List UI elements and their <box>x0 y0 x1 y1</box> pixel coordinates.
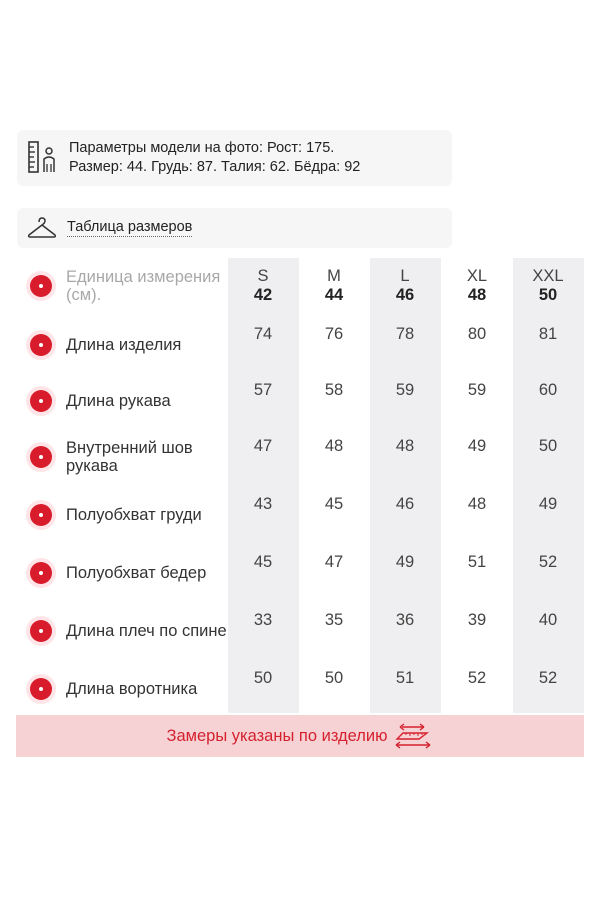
size-header-xl: XL 48 <box>442 267 512 305</box>
table-cell: 51 <box>395 669 415 687</box>
table-cell: 76 <box>324 325 344 343</box>
table-cell: 49 <box>395 553 415 571</box>
table-cell: 49 <box>538 495 558 513</box>
table-cell: 59 <box>467 381 487 399</box>
model-params-box: Параметры модели на фото: Рост: 175. Раз… <box>17 130 452 186</box>
size-number: 50 <box>538 286 558 304</box>
row-label-1: Длина изделия <box>20 325 230 373</box>
table-cell: 50 <box>538 437 558 455</box>
table-cell: 52 <box>467 669 487 687</box>
column-bg-s <box>228 258 299 713</box>
size-header-xxl: XXL 50 <box>513 267 583 305</box>
measurement-label: Длина рукава <box>66 391 171 410</box>
table-cell: 59 <box>395 381 415 399</box>
table-cell: 40 <box>538 611 558 629</box>
model-params-line-2: Размер: 44. Грудь: 87. Талия: 62. Бёдра:… <box>69 159 361 175</box>
unit-label: Единица измерения (см). <box>66 267 221 305</box>
red-dot-icon <box>26 500 56 530</box>
table-cell: 49 <box>467 437 487 455</box>
size-table-link[interactable]: Таблица размеров <box>67 219 193 237</box>
ruler-person-icon <box>28 141 55 173</box>
size-letter: XL <box>466 267 488 285</box>
measurement-label: Внутренний шов рукава <box>66 438 193 476</box>
row-label-2: Длина рукава <box>20 381 230 429</box>
table-cell: 57 <box>253 381 273 399</box>
row-label-5: Полуобхват бедер <box>20 553 230 601</box>
model-params-text: Параметры модели на фото: Рост: 175. Раз… <box>69 139 360 177</box>
size-letter: M <box>327 267 341 285</box>
table-cell: 58 <box>324 381 344 399</box>
red-dot-icon <box>26 386 56 416</box>
table-cell: 60 <box>538 381 558 399</box>
table-cell: 45 <box>253 553 273 571</box>
table-cell: 50 <box>253 669 273 687</box>
table-cell: 46 <box>395 495 415 513</box>
measurement-label: Длина плеч по спине <box>66 621 227 640</box>
size-table-box[interactable]: Таблица размеров <box>17 208 452 248</box>
table-cell: 36 <box>395 611 415 629</box>
size-number: 42 <box>253 286 273 304</box>
table-cell: 80 <box>467 325 487 343</box>
size-letter: L <box>400 267 410 285</box>
table-cell: 48 <box>395 437 415 455</box>
red-dot-icon <box>26 558 56 588</box>
measurement-label: Полуобхват груди <box>66 505 202 524</box>
row-label-4: Полуобхват груди <box>20 495 230 543</box>
row-label-6: Длина плеч по спине <box>20 611 230 659</box>
red-dot-icon <box>26 616 56 646</box>
size-header-l: L 46 <box>370 267 440 305</box>
table-cell: 48 <box>467 495 487 513</box>
red-dot-icon <box>26 442 56 472</box>
size-number: 46 <box>395 286 415 304</box>
table-cell: 39 <box>467 611 487 629</box>
table-cell: 48 <box>324 437 344 455</box>
column-bg-xxl <box>513 258 584 713</box>
red-dot-icon <box>26 330 56 360</box>
column-bg-l <box>370 258 441 713</box>
size-number: 44 <box>324 286 344 304</box>
table-cell: 81 <box>538 325 558 343</box>
size-letter: XXL <box>532 267 564 285</box>
table-cell: 47 <box>253 437 273 455</box>
row-label-7: Длина воротника <box>20 669 230 717</box>
unit-row-label: Единица измерения (см). <box>20 266 230 314</box>
measurements-note-banner: Замеры указаны по изделию <box>16 715 584 757</box>
table-cell: 35 <box>324 611 344 629</box>
hanger-icon <box>27 217 57 238</box>
table-cell: 51 <box>467 553 487 571</box>
row-label-3: Внутренний шов рукава <box>20 437 230 485</box>
measurement-label: Длина воротника <box>66 679 198 698</box>
size-number: 48 <box>467 286 487 304</box>
table-cell: 52 <box>538 669 558 687</box>
measurements-note-text: Замеры указаны по изделию <box>166 726 388 745</box>
measurement-label: Длина изделия <box>66 335 182 354</box>
measure-arrows-icon <box>394 723 430 749</box>
table-cell: 43 <box>253 495 273 513</box>
model-params-line-1: Параметры модели на фото: Рост: 175. <box>69 140 335 156</box>
red-dot-icon <box>26 271 56 301</box>
size-letter: S <box>257 267 269 285</box>
size-header-s: S 42 <box>228 267 298 305</box>
table-cell: 33 <box>253 611 273 629</box>
table-cell: 50 <box>324 669 344 687</box>
table-cell: 52 <box>538 553 558 571</box>
table-cell: 45 <box>324 495 344 513</box>
size-header-m: M 44 <box>299 267 369 305</box>
table-cell: 78 <box>395 325 415 343</box>
table-cell: 47 <box>324 553 344 571</box>
measurement-label: Полуобхват бедер <box>66 563 207 582</box>
table-cell: 74 <box>253 325 273 343</box>
red-dot-icon <box>26 674 56 704</box>
